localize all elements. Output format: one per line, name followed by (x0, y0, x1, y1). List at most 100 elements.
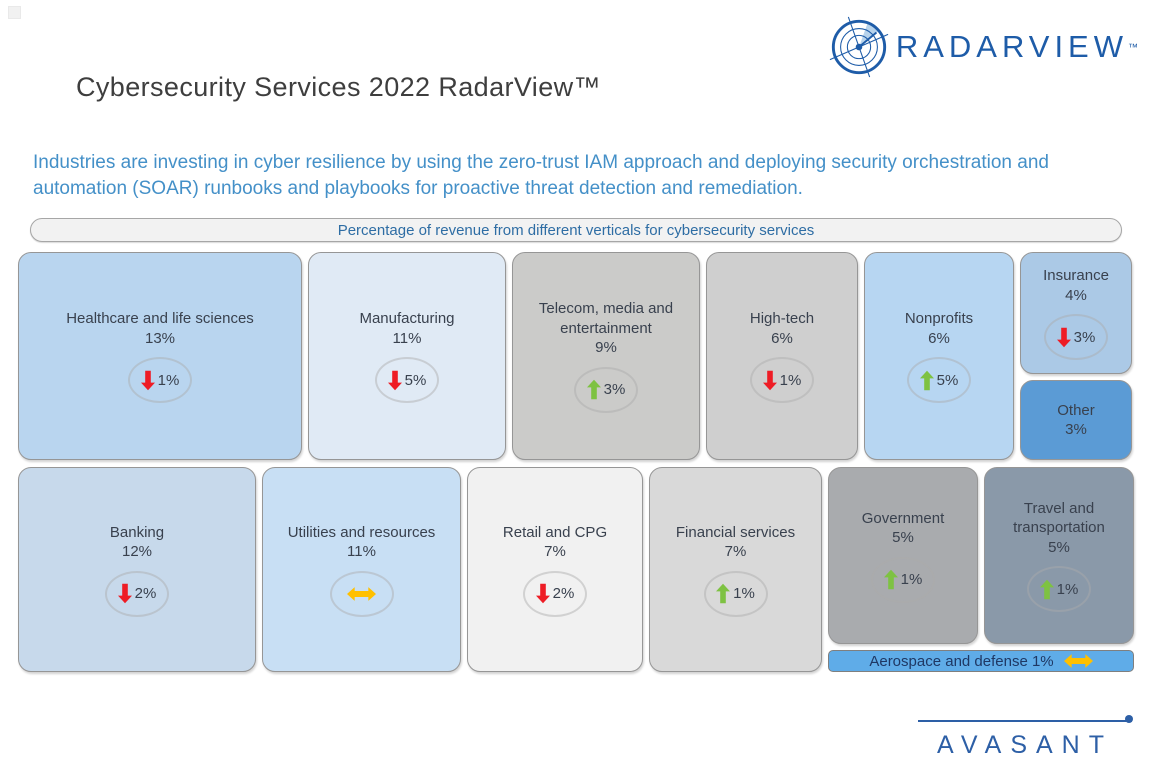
insurance-other-stack: Insurance 4% 3% Other 3% (1020, 252, 1132, 460)
radarview-logo: RADARVIEW™ (828, 16, 1138, 78)
tile-value: 7% (724, 543, 747, 560)
treemap-row-1: Healthcare and life sciences 13% 1% Manu… (18, 252, 1134, 460)
tile-banking: Banking 12% 2% (18, 467, 256, 672)
treemap-row-2-main: Banking 12% 2% Utilities and resources 1… (18, 467, 822, 672)
trend-change-value: 2% (552, 585, 575, 602)
treemap-row-1-main: Healthcare and life sciences 13% 1% Manu… (18, 252, 1014, 460)
tile-high-tech: High-tech 6% 1% (706, 252, 858, 460)
trend-up-arrow-icon (883, 569, 898, 590)
trend-change-value: 5% (936, 371, 959, 389)
tile-value: 11% (347, 543, 376, 560)
trend-indicator-up: 1% (1027, 566, 1091, 613)
tile-label: Travel and transportation (1013, 499, 1105, 537)
chart-title-banner: Percentage of revenue from different ver… (30, 218, 1122, 242)
tile-healthcare-and-life-sciences: Healthcare and life sciences 13% 1% (18, 252, 302, 460)
tile-value: 13% (144, 329, 176, 347)
tile-label: High-tech (749, 310, 815, 327)
subtitle-text: Industries are investing in cyber resili… (33, 152, 1049, 199)
tile-label: Banking (109, 523, 165, 541)
trend-up-arrow-icon (586, 379, 601, 400)
trend-change-value: 2% (134, 585, 157, 602)
trend-change-value: 1% (779, 371, 802, 389)
government-travel-aerospace-group: Government 5% 1% Travel and transportati… (828, 467, 1134, 672)
avasant-logo-rule (918, 715, 1133, 723)
trend-change-value: 1% (1056, 580, 1079, 598)
avasant-logo-dot (1125, 715, 1133, 723)
tile-label: Government (861, 509, 945, 527)
trend-change-value: 5% (404, 371, 427, 389)
trend-change-value: 1% (733, 585, 755, 602)
trend-down-arrow-icon (1056, 327, 1071, 347)
trend-change-value: 3% (1073, 328, 1096, 346)
trend-indicator-up: 1% (703, 570, 768, 617)
trend-flat-arrow-icon (347, 586, 376, 601)
tile-value: 7% (544, 543, 566, 560)
tile-label: Healthcare and life sciences (66, 310, 254, 327)
trend-indicator-up: 3% (574, 366, 638, 413)
trend-up-arrow-icon (1039, 579, 1054, 600)
trend-change-value: 1% (157, 371, 180, 389)
avasant-wordmark: AVASANT (937, 731, 1113, 759)
treemap-row-2: Banking 12% 2% Utilities and resources 1… (18, 467, 1134, 672)
trend-down-arrow-icon (387, 370, 402, 390)
trend-flat-arrow-icon (1063, 654, 1093, 668)
tile-label: Financial services (675, 523, 796, 541)
tile-label: Utilities and resources (287, 523, 436, 541)
tile-government: Government 5% 1% (828, 467, 978, 644)
tile-value: 3% (1065, 421, 1087, 438)
government-travel-tiles: Government 5% 1% Travel and transportati… (828, 467, 1134, 644)
revenue-treemap: Healthcare and life sciences 13% 1% Manu… (18, 252, 1134, 672)
trend-indicator-down: 3% (1044, 314, 1108, 360)
tile-financial-services: Financial services 7% 1% (649, 467, 822, 672)
tile-value: 6% (928, 329, 950, 347)
tile-retail-and-cpg: Retail and CPG 7% 2% (467, 467, 643, 672)
trend-indicator-down: 1% (128, 357, 192, 403)
tile-label: Telecom, media and entertainment (538, 300, 674, 337)
trend-indicator-up: 5% (907, 357, 971, 403)
radarview-wordmark: RADARVIEW™ (896, 29, 1138, 65)
tile-value: 9% (595, 339, 617, 357)
brand-tm-mark: ™ (1128, 42, 1138, 54)
tile-other: Other 3% (1020, 380, 1132, 460)
tile-value: 4% (1065, 286, 1087, 304)
tile-telecom-media-and-entertainment: Telecom, media and entertainment 9% 3% (512, 252, 700, 460)
trend-indicator-up: 1% (871, 556, 935, 603)
trend-up-arrow-icon (919, 370, 934, 390)
tile-label: Retail and CPG (502, 523, 608, 541)
tile-label: Nonprofits (904, 310, 974, 327)
tile-label: Insurance (1043, 267, 1109, 284)
slide-corner-artifact (8, 6, 21, 19)
tile-aerospace-and-defense: Aerospace and defense 1% (828, 650, 1134, 672)
trend-indicator-flat (329, 570, 394, 617)
trend-change-value: 3% (603, 381, 626, 399)
trend-change-value: 1% (900, 571, 923, 588)
tile-travel-and-transportation: Travel and transportation 5% 1% (984, 467, 1134, 644)
trend-down-arrow-icon (117, 583, 132, 604)
tile-label: Manufacturing (359, 310, 455, 327)
tile-utilities-and-resources: Utilities and resources 11% (262, 467, 461, 672)
tile-value: 6% (771, 329, 793, 347)
trend-indicator-down: 1% (750, 357, 814, 403)
tile-manufacturing: Manufacturing 11% 5% (308, 252, 506, 460)
trend-indicator-down: 5% (375, 357, 439, 403)
brand-text: RADARVIEW (895, 29, 1128, 64)
trend-up-arrow-icon (716, 583, 731, 604)
trend-indicator-down: 2% (105, 570, 169, 617)
tile-value: 5% (892, 529, 914, 546)
radar-icon (829, 16, 889, 78)
avasant-logo: AVASANT (918, 715, 1133, 760)
tile-value: 5% (1048, 538, 1070, 556)
trend-down-arrow-icon (140, 370, 155, 390)
tile-value: 12% (121, 543, 153, 560)
tile-value: 11% (392, 329, 422, 347)
tile-insurance: Insurance 4% 3% (1020, 252, 1132, 374)
aerospace-label: Aerospace and defense 1% (869, 652, 1054, 670)
tile-label: Other (1057, 401, 1095, 419)
chart-title-text: Percentage of revenue from different ver… (337, 221, 815, 239)
tile-nonprofits: Nonprofits 6% 5% (864, 252, 1014, 460)
trend-indicator-down: 2% (523, 570, 587, 617)
trend-down-arrow-icon (762, 370, 777, 390)
page-title: Cybersecurity Services 2022 RadarView™ (76, 72, 601, 102)
trend-down-arrow-icon (535, 583, 550, 604)
